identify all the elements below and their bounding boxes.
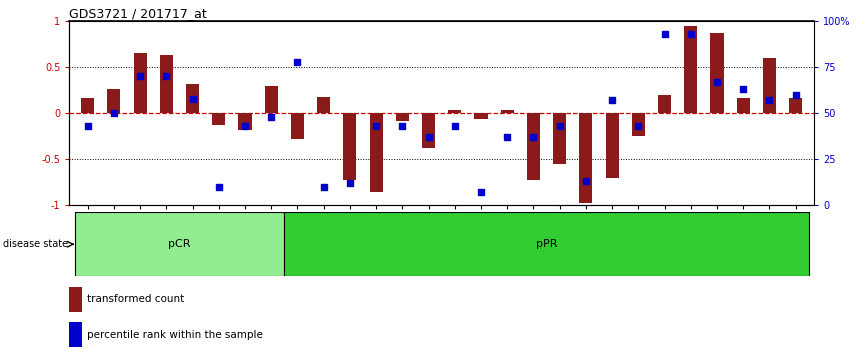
- Bar: [69, 322, 82, 347]
- Bar: [527, 113, 540, 179]
- Bar: [605, 113, 618, 178]
- Text: pPR: pPR: [536, 239, 558, 249]
- Bar: [69, 287, 82, 312]
- Bar: [343, 113, 357, 179]
- Bar: [710, 33, 724, 113]
- Bar: [763, 58, 776, 113]
- Bar: [632, 113, 645, 136]
- Text: percentile rank within the sample: percentile rank within the sample: [87, 330, 262, 340]
- Point: [317, 184, 331, 190]
- Bar: [449, 110, 462, 113]
- Bar: [212, 113, 225, 125]
- Point: [422, 135, 436, 140]
- Bar: [501, 110, 514, 113]
- Point: [527, 135, 540, 140]
- Bar: [284, 212, 809, 276]
- Point: [185, 96, 199, 101]
- Text: disease state: disease state: [3, 239, 68, 249]
- Point: [396, 123, 410, 129]
- Point: [238, 123, 252, 129]
- Bar: [74, 212, 284, 276]
- Bar: [186, 84, 199, 113]
- Point: [736, 86, 750, 92]
- Point: [579, 178, 593, 184]
- Bar: [265, 86, 278, 113]
- Point: [212, 184, 226, 190]
- Bar: [579, 113, 592, 202]
- Point: [264, 114, 278, 120]
- Bar: [133, 53, 146, 113]
- Point: [657, 31, 671, 37]
- Point: [290, 59, 304, 64]
- Bar: [396, 113, 409, 121]
- Point: [684, 31, 698, 37]
- Point: [474, 190, 488, 195]
- Bar: [81, 98, 94, 113]
- Bar: [370, 113, 383, 192]
- Bar: [553, 113, 566, 164]
- Text: transformed count: transformed count: [87, 295, 184, 304]
- Point: [448, 123, 462, 129]
- Bar: [291, 113, 304, 139]
- Bar: [737, 98, 750, 113]
- Point: [789, 92, 803, 98]
- Point: [81, 123, 94, 129]
- Point: [763, 98, 777, 103]
- Point: [605, 98, 619, 103]
- Bar: [238, 113, 251, 130]
- Point: [710, 79, 724, 85]
- Point: [501, 135, 514, 140]
- Bar: [789, 98, 802, 113]
- Point: [159, 74, 173, 79]
- Point: [369, 123, 383, 129]
- Bar: [684, 26, 697, 113]
- Point: [631, 123, 645, 129]
- Point: [343, 181, 357, 186]
- Bar: [317, 97, 330, 113]
- Bar: [658, 95, 671, 113]
- Text: GDS3721 / 201717_at: GDS3721 / 201717_at: [69, 7, 207, 20]
- Bar: [107, 89, 120, 113]
- Bar: [422, 113, 435, 148]
- Point: [553, 123, 566, 129]
- Bar: [159, 55, 173, 113]
- Point: [107, 110, 120, 116]
- Text: pCR: pCR: [168, 239, 191, 249]
- Point: [133, 74, 147, 79]
- Bar: [475, 113, 488, 119]
